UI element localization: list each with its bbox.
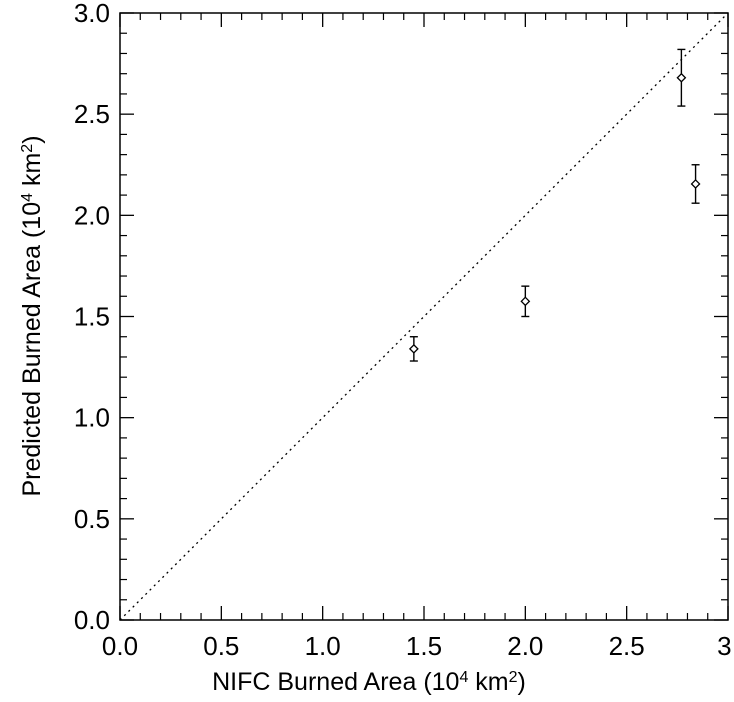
data-points [408, 48, 701, 362]
x-tick-label: 1.0 [305, 631, 341, 661]
y-axis-title-main: Predicted Burned Area (10 [18, 202, 46, 497]
x-axis-title-main: NIFC Burned Area (10 [212, 668, 459, 696]
x-tick-label: 3. [717, 631, 734, 661]
diamond-marker [408, 343, 419, 354]
diamond-marker [676, 72, 687, 83]
y-axis-title-exponent: 4 [19, 193, 36, 202]
x-axis-title-exponent: 4 [459, 669, 468, 686]
x-tick-label: 2.0 [507, 631, 543, 661]
x-axis-title-unit: km [468, 668, 508, 696]
diamond-marker [690, 179, 701, 189]
x-tick-label: 0.0 [102, 631, 138, 661]
x-axis-title-unit-exponent: 2 [509, 669, 518, 686]
x-axis-title: NIFC Burned Area (104 km2) [212, 668, 526, 696]
y-tick-label: 0.5 [74, 504, 110, 534]
identity-reference-line [119, 12, 729, 621]
data-point [676, 48, 687, 107]
data-point [408, 336, 419, 362]
y-tick-labels: 0.0 0.5 1.0 1.5 2.0 2.5 3.0 [74, 0, 110, 635]
x-axis-title-end: ) [518, 668, 526, 696]
y-tick-label: 2.5 [74, 99, 110, 129]
y-axis-title-unit-exponent: 2 [19, 144, 36, 153]
y-axis-title-unit: km [18, 153, 46, 193]
x-tick-label: 1.5 [406, 631, 442, 661]
plot-frame [119, 12, 729, 621]
y-tick-label: 1.5 [74, 302, 110, 332]
y-axis-title: Predicted Burned Area (104 km2) [18, 135, 46, 496]
y-axis-title-end: ) [18, 135, 46, 143]
y-tick-label: 0.0 [74, 605, 110, 635]
y-tick-label: 1.0 [74, 403, 110, 433]
data-point [690, 164, 701, 204]
y-tick-label: 3.0 [74, 0, 110, 28]
minor-ticks [120, 13, 728, 620]
y-tick-label: 2.0 [74, 200, 110, 230]
x-tick-label: 2.5 [609, 631, 645, 661]
diamond-marker [520, 296, 531, 307]
data-point [520, 285, 531, 318]
x-tick-labels: 0.0 0.5 1.0 1.5 2.0 2.5 3. [102, 631, 734, 661]
x-tick-label: 0.5 [203, 631, 239, 661]
